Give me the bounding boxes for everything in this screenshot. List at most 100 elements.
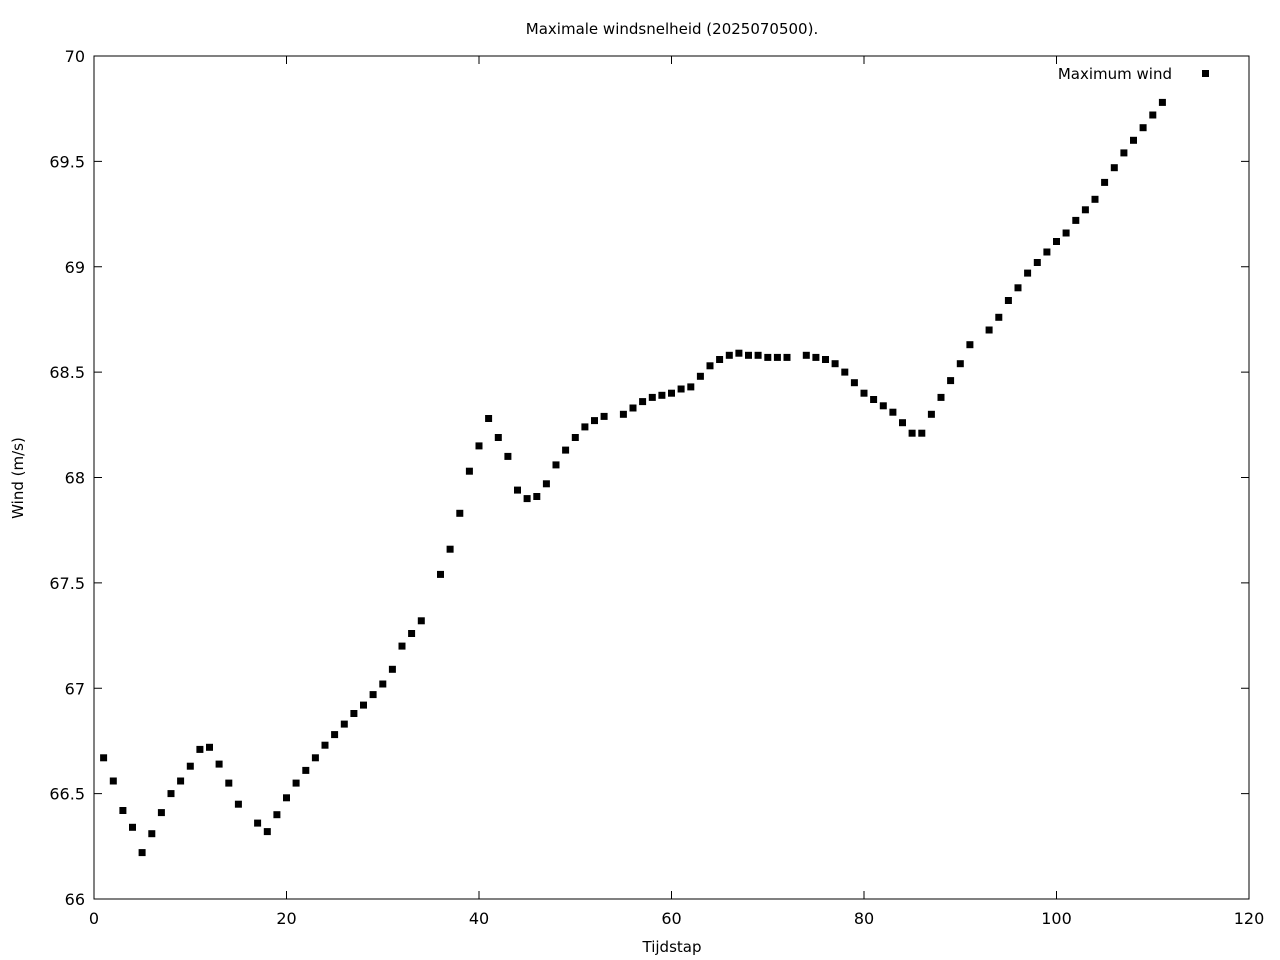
data-point <box>273 811 281 819</box>
x-tick-label: 40 <box>469 909 489 928</box>
x-tick-label: 20 <box>276 909 296 928</box>
data-point <box>254 819 262 827</box>
data-point <box>725 351 733 359</box>
data-point <box>109 777 117 785</box>
y-tick-label: 69.5 <box>49 152 85 171</box>
data-point <box>148 830 156 838</box>
data-point <box>658 391 666 399</box>
data-point <box>764 353 772 361</box>
y-tick-label: 69 <box>65 258 85 277</box>
data-point <box>504 452 512 460</box>
data-point <box>398 642 406 650</box>
data-point <box>870 396 878 403</box>
y-tick-label: 68 <box>65 469 85 488</box>
data-point <box>283 794 290 802</box>
data-point <box>879 402 887 410</box>
data-point <box>1149 111 1157 119</box>
data-point <box>648 393 656 401</box>
data-point <box>388 665 396 673</box>
data-point <box>360 701 367 709</box>
data-point <box>1004 297 1012 304</box>
data-point <box>1091 195 1099 203</box>
data-point <box>696 372 704 380</box>
data-point <box>119 807 127 814</box>
data-point <box>841 368 849 376</box>
data-point <box>311 754 319 762</box>
data-point <box>735 349 743 357</box>
data-point <box>514 486 521 494</box>
data-point <box>408 630 416 637</box>
legend-marker <box>1202 70 1209 77</box>
y-tick-label: 67.5 <box>49 574 85 593</box>
data-point <box>292 779 300 787</box>
data-point <box>591 417 598 425</box>
data-point <box>1158 98 1166 106</box>
data-point <box>177 777 185 785</box>
legend: Maximum wind <box>1058 65 1209 83</box>
axes: 0 20 40 60 80 100 120 66 66.5 67 67.5 68 68.5 69 69.5 7… <box>49 47 1264 928</box>
data-point <box>533 493 541 500</box>
data-point <box>494 434 502 441</box>
legend-label: Maximum wind <box>1058 65 1172 83</box>
data-point <box>639 398 647 406</box>
y-tick-label: 67 <box>65 679 85 698</box>
data-point <box>822 356 829 363</box>
data-point <box>475 442 483 450</box>
data-point <box>331 731 339 739</box>
data-point <box>1110 164 1118 172</box>
data-point <box>889 408 897 416</box>
y-tick-label: 66.5 <box>49 785 85 804</box>
chart-title: Maximale windsnelheid (2025070500). <box>526 20 818 38</box>
data-point <box>542 480 550 488</box>
y-tick-label: 70 <box>65 47 85 66</box>
data-point <box>985 326 993 334</box>
x-tick-label: 60 <box>661 909 681 928</box>
data-point <box>1139 124 1147 132</box>
data-point <box>1024 269 1032 277</box>
data-point <box>1053 238 1060 245</box>
y-tick-label: 68.5 <box>49 363 85 382</box>
x-tick-label: 80 <box>854 909 874 928</box>
data-point <box>1101 178 1109 186</box>
data-point <box>600 412 608 420</box>
data-point <box>456 509 464 517</box>
x-tick-label: 100 <box>1041 909 1072 928</box>
data-point <box>157 809 165 817</box>
data-point <box>716 356 724 363</box>
data-point <box>706 362 714 370</box>
data-point <box>379 680 387 688</box>
y-tick-label: 66 <box>65 890 85 909</box>
data-point <box>571 434 579 441</box>
data-point <box>437 570 444 578</box>
data-point <box>340 720 348 728</box>
data-point <box>629 404 637 412</box>
data-point <box>1130 136 1137 144</box>
data-point <box>100 754 108 762</box>
data-point <box>860 389 868 397</box>
data-point <box>138 849 146 857</box>
data-point <box>831 360 839 368</box>
data-point <box>350 710 358 717</box>
data-point <box>225 779 233 787</box>
data-point <box>995 313 1003 321</box>
data-point <box>966 341 974 349</box>
data-point <box>812 353 820 361</box>
data-point <box>465 467 473 475</box>
data-point <box>215 760 223 768</box>
x-tick-label: 120 <box>1234 909 1265 928</box>
x-axis-label: Tijdstap <box>642 938 702 956</box>
data-point <box>754 351 762 359</box>
data-point <box>234 800 242 808</box>
y-axis-label: Wind (m/s) <box>9 437 27 519</box>
data-point <box>417 617 425 625</box>
data-point <box>937 393 945 401</box>
data-point <box>687 383 695 391</box>
data-point <box>918 429 926 437</box>
data-point <box>1081 206 1089 214</box>
plot-frame <box>93 55 1250 900</box>
data-point <box>1062 229 1070 237</box>
data-points <box>100 98 1166 857</box>
data-point <box>1014 284 1022 292</box>
data-point <box>619 410 627 418</box>
